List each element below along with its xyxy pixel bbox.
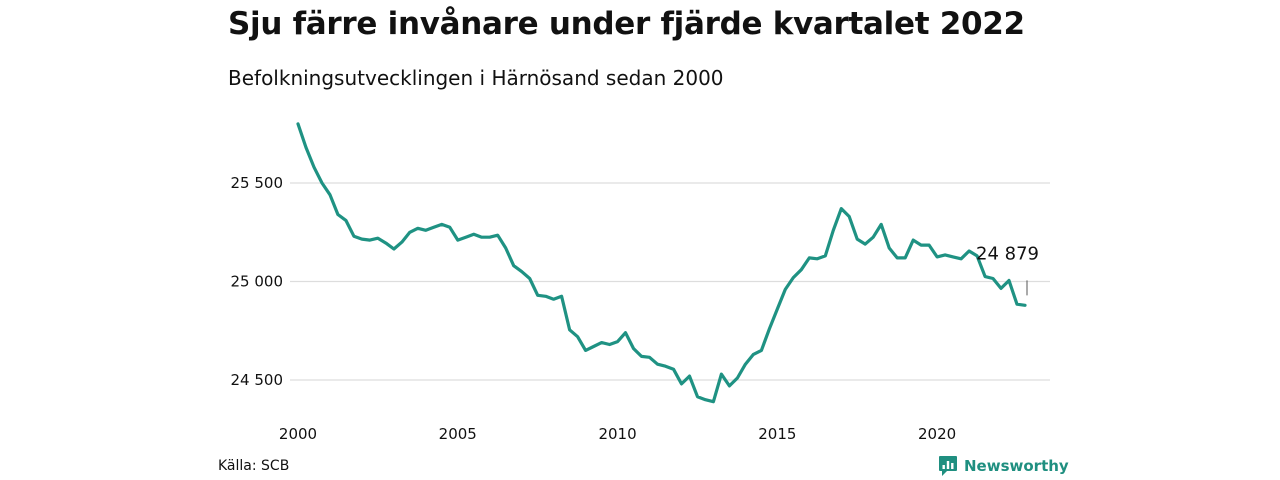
x-tick-label: 2005	[439, 425, 477, 443]
y-tick-label: 25 000	[231, 273, 284, 291]
chart-title: Sju färre invånare under fjärde kvartale…	[228, 6, 1025, 42]
chart-subtitle: Befolkningsutvecklingen i Härnösand seda…	[228, 66, 724, 90]
y-tick-label: 25 500	[231, 174, 284, 192]
end-value-label: 24 879	[976, 243, 1039, 264]
source-note: Källa: SCB	[218, 458, 290, 474]
x-tick-label: 2015	[758, 425, 796, 443]
brand-name: Newsworthy	[964, 457, 1069, 475]
x-tick-label: 2010	[598, 425, 636, 443]
grid-lines	[290, 182, 1050, 381]
x-tick-label: 2000	[279, 425, 317, 443]
y-tick-label: 24 500	[231, 371, 284, 389]
x-axis-ticks: 2000 2005 2010 2015 2020	[279, 425, 956, 443]
annotation-layer: 24 879	[976, 243, 1039, 296]
x-tick-label: 2020	[918, 425, 956, 443]
y-axis-ticks: 24 500 25 000 25 500	[231, 174, 284, 389]
series-line	[296, 122, 1027, 404]
brand-link[interactable]: Newsworthy	[938, 455, 1069, 477]
bar-chart-logo-icon	[939, 456, 957, 476]
series-layer	[296, 122, 1027, 404]
